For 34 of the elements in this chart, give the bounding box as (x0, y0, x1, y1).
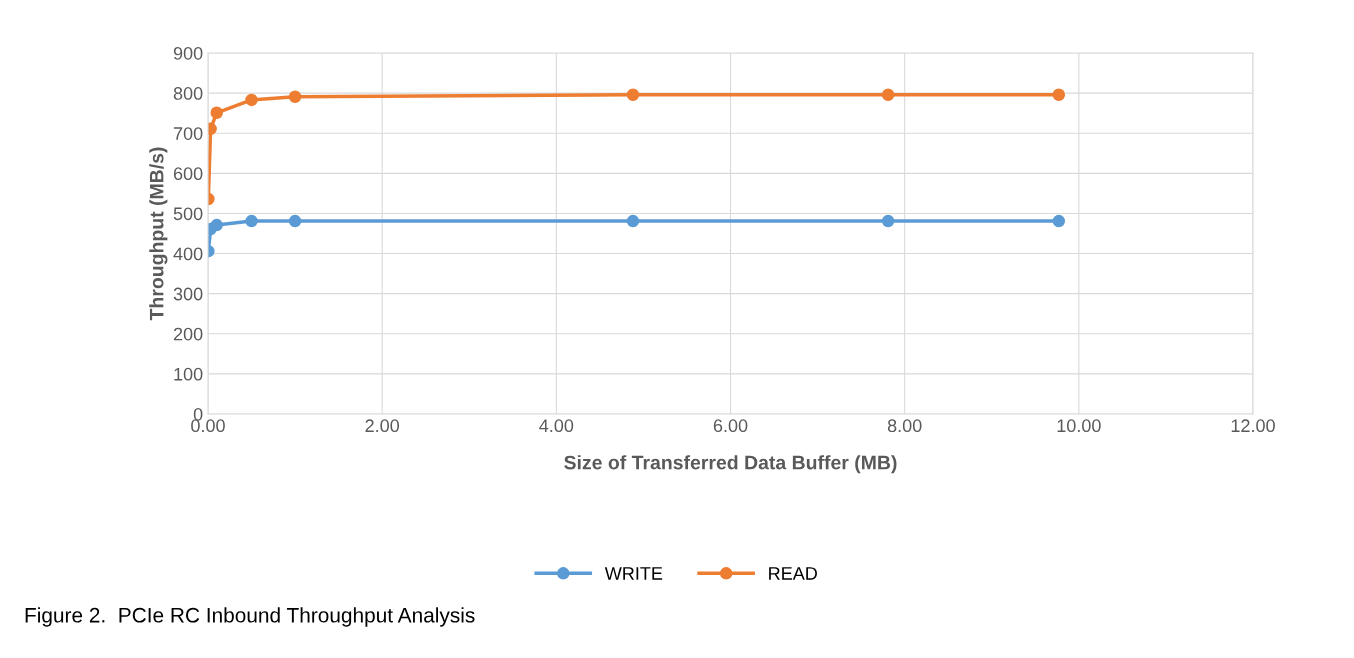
y-tick-label: 200 (173, 327, 203, 341)
y-tick-label: 0 (193, 407, 203, 421)
y-tick-label: 300 (173, 287, 203, 301)
legend-label: WRITE (604, 567, 663, 580)
y-tick-label: 900 (173, 46, 203, 60)
y-tick-label: 100 (174, 367, 203, 381)
point (626, 88, 640, 101)
x-tick-label: 0.00 (191, 419, 225, 433)
point (1052, 214, 1066, 228)
y-axis-title: Throughput (MB/s) (149, 147, 168, 321)
y-tick-label: 400 (173, 247, 203, 261)
point (881, 88, 895, 101)
caption: Figure 2. PCIe RC Inbound Throughput Analysis (25, 607, 475, 627)
point (245, 93, 258, 107)
point (210, 218, 223, 232)
x-axis-title: Size of Transferred Data Buffer (MB) (564, 455, 897, 474)
x-tick-label: 8.00 (887, 419, 922, 433)
point (288, 214, 302, 228)
point (288, 90, 302, 103)
y-tick-label: 800 (173, 87, 203, 100)
point (1052, 88, 1066, 101)
x-tick-label: 12.00 (1231, 419, 1275, 433)
x-tick-label: 4.00 (539, 419, 574, 433)
y-tick-label: 700 (173, 127, 203, 140)
x-tick-label: 10.00 (1057, 419, 1101, 433)
x-tick-label: 2.00 (365, 419, 400, 433)
y-tick-label: 600 (173, 167, 203, 181)
x-tick-label: 6.00 (713, 419, 748, 433)
y-tick-label: 500 (173, 207, 203, 221)
point (626, 214, 640, 228)
point (245, 214, 258, 228)
legend-label: READ (769, 567, 817, 580)
point (210, 106, 223, 120)
point (881, 214, 895, 228)
